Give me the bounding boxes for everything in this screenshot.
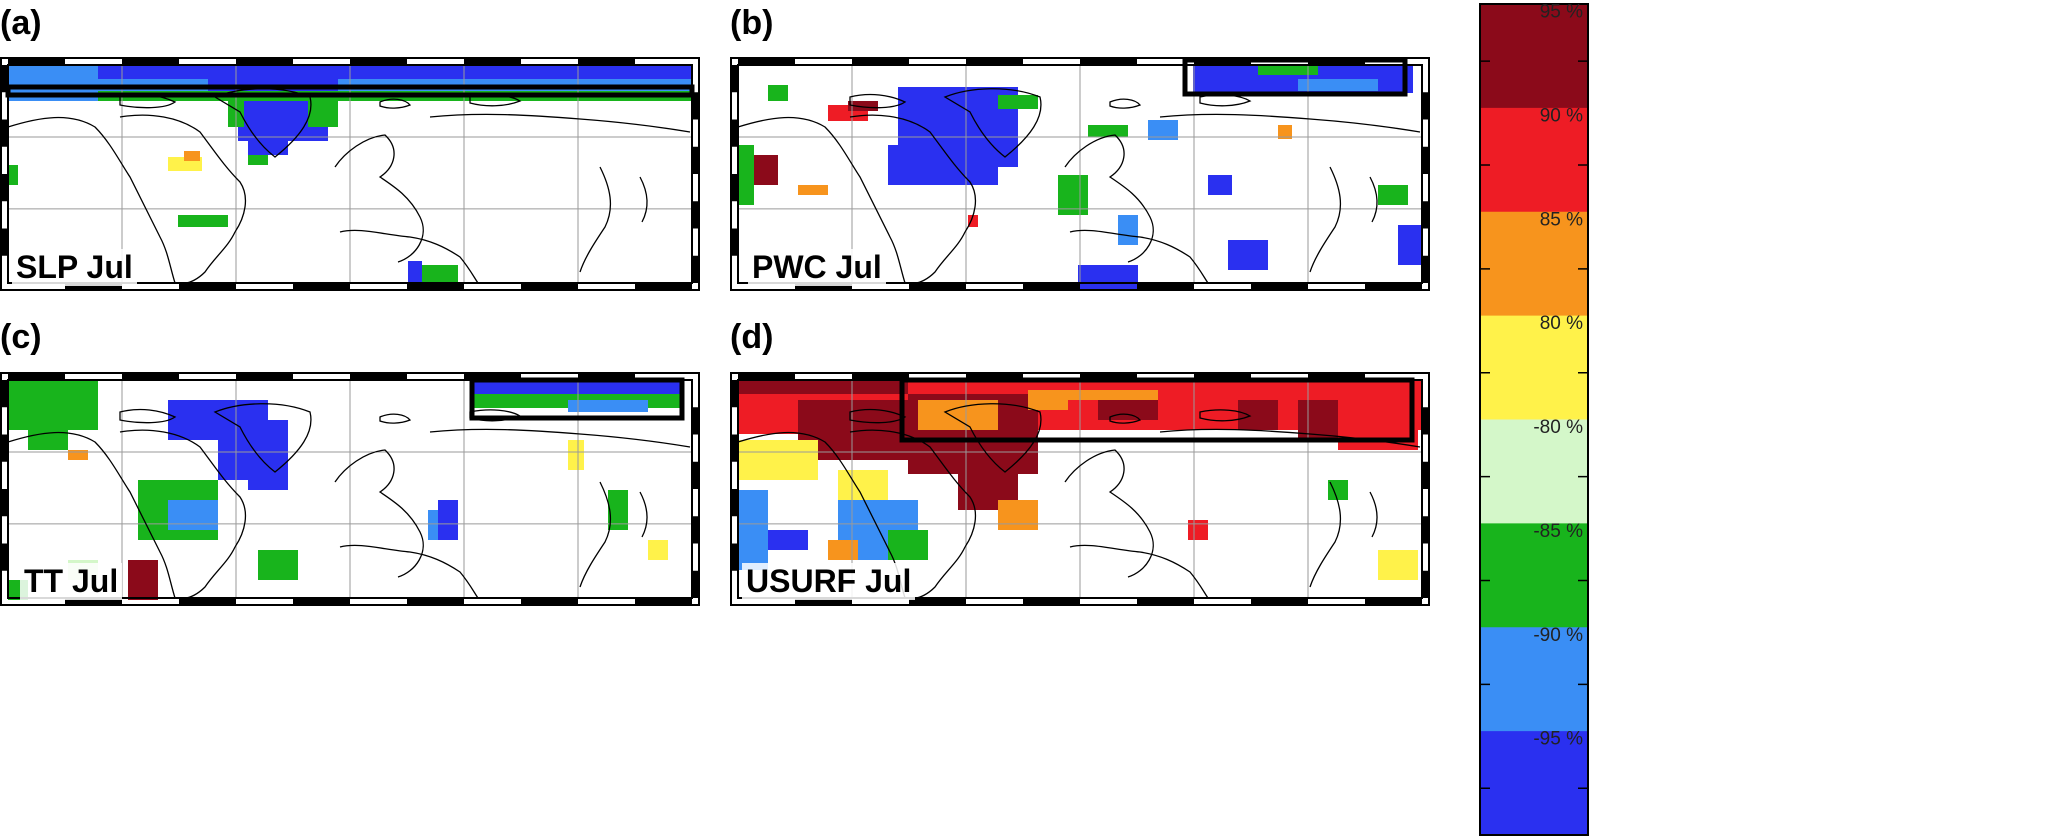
signif-cell [738,440,818,480]
signif-cell [998,95,1038,109]
signif-cell [888,145,998,185]
signif-cell [184,151,200,161]
signif-cell [918,400,998,430]
signif-cell [1378,550,1418,580]
region-box [5,84,695,98]
map-label-pwc: PWC Jul [748,249,886,286]
signif-cell [998,500,1038,530]
signif-cell [738,145,754,205]
signif-cell [768,530,808,550]
signif-cell [938,105,1008,135]
map-label-slp: SLP Jul [12,249,137,286]
signif-cell [888,530,928,560]
signif-cell [128,560,158,600]
panel-letter-b: (b) [730,4,774,42]
colorbar-tick-label: -80 % [1533,417,1583,438]
colorbar-swatch [1480,419,1588,524]
colorbar: 95 % 90 % 85 % 80 % -80 % -85 % -90 % -95 % [1479,2,1589,836]
colorbar-swatch [1480,731,1588,836]
map-label-tt: TT Jul [20,563,123,600]
signif-cell [828,540,858,560]
signif-cell [838,470,888,500]
signif-cell [958,440,1018,510]
signif-cell [968,215,978,227]
colorbar-tick-label: -95 % [1533,729,1583,750]
signif-cell [1298,79,1378,91]
coastline [7,403,691,599]
map-panel-slp [0,57,700,291]
signif-cell [1208,175,1232,195]
signif-cell [1118,215,1138,245]
colorbar-tick-label: 85 % [1540,209,1583,230]
signif-cell [1188,520,1208,540]
signif-cell [1328,480,1348,500]
map-panel-pwc [730,57,1430,291]
panel-letter-d: (d) [730,318,774,356]
signif-cell [1398,225,1422,265]
signif-cell [1148,120,1178,140]
coastline [7,88,691,284]
signif-cell [258,550,298,580]
signif-cell [308,101,338,127]
colorbar-tick-label: 90 % [1540,105,1583,126]
colorbar-tick-label: 95 % [1540,2,1583,23]
signif-cell [248,155,268,165]
region-box [899,377,1415,443]
colorbar-swatch [1480,211,1588,317]
signif-cell [248,141,288,155]
signif-cell [8,165,18,185]
signif-cell [1378,185,1408,205]
signif-cell [1258,65,1318,75]
region-box [1182,57,1408,97]
signif-cell [848,101,878,111]
signif-cell [768,85,788,101]
signif-cell [648,540,668,560]
region-box [469,377,685,421]
colorbar-tick-label: 80 % [1540,313,1583,334]
signif-cell [608,490,628,530]
signif-cell [248,470,288,490]
colorbar-swatch [1480,627,1588,732]
signif-cell [1078,265,1138,291]
signif-cell [438,500,458,540]
signif-cell [168,500,218,530]
signif-cell [1228,240,1268,270]
map-label-usurf: USURF Jul [742,563,916,600]
signif-cell [68,450,88,460]
colorbar-swatch [1480,4,1588,109]
signif-cell [1058,175,1088,215]
signif-cell [408,261,422,283]
signif-cell [8,380,98,430]
signif-cell [428,510,438,540]
signif-cell [418,265,458,283]
coastline [737,88,1421,284]
signif-cell [738,490,768,570]
panel-letter-a: (a) [0,4,42,42]
colorbar-frame [1479,3,1589,836]
colorbar-tick-label: -90 % [1533,625,1583,646]
colorbar-swatch [1480,523,1588,628]
signif-cell [798,185,828,195]
signif-cell [568,440,584,470]
colorbar-tick-label: -85 % [1533,521,1583,542]
map-frame [0,372,700,606]
signif-cell [178,215,228,227]
map-panel-usurf [730,372,1430,606]
colorbar-swatch [1480,315,1588,420]
map-frame [0,57,700,291]
colorbar-swatch [1480,107,1588,213]
signif-cell [1278,125,1292,139]
signif-cell [1238,400,1278,430]
panel-letter-c: (c) [0,318,42,356]
signif-cell [1098,400,1158,420]
signif-cell [568,400,648,412]
signif-cell [1088,125,1128,137]
